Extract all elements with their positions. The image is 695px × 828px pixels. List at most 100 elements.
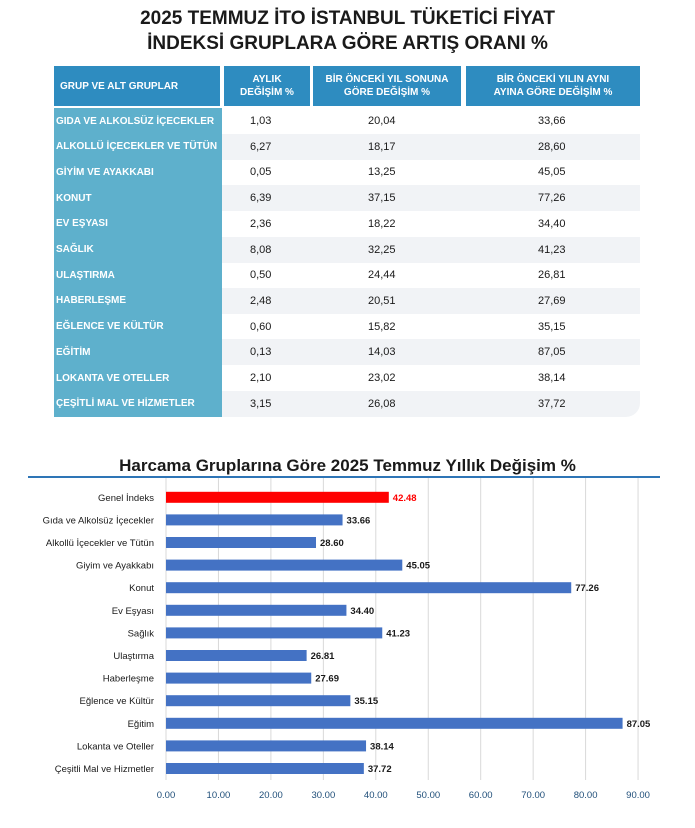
table-row: KONUT 6,39 37,15 77,26 — [54, 185, 640, 212]
table-row: ALKOLLÜ İÇECEKLER VE TÜTÜN 6,27 18,17 28,60 — [54, 133, 640, 160]
group-cell: EĞLENCE VE KÜLTÜR — [54, 313, 222, 340]
bar — [166, 627, 383, 639]
monthly-cell: 3,15 — [250, 397, 272, 410]
category-label: Alkollü İçecekler ve Tütün — [46, 538, 154, 549]
monthly-cell: 1,03 — [250, 115, 272, 127]
bar — [166, 763, 364, 774]
bar — [166, 695, 351, 707]
chart-title-underline — [28, 476, 660, 478]
category-label: Sağlık — [128, 628, 155, 639]
value-label: 27.69 — [315, 674, 339, 685]
table-row: GIDA VE ALKOLSÜZ İÇECEKLER 1,03 20,04 33,66 — [54, 108, 640, 134]
yoy-cell: 37,72 — [538, 397, 566, 410]
x-tick-label: 50.00 — [416, 790, 440, 801]
table-row: ÇEŞİTLİ MAL VE HİZMETLER 3,15 26,08 37,72 — [54, 390, 640, 417]
group-cell: GİYİM VE AYAKKABI — [54, 159, 222, 186]
category-label: Ulaştırma — [113, 651, 154, 662]
table-row: EĞLENCE VE KÜLTÜR 0,60 15,82 35,15 — [54, 313, 640, 340]
yoy-cell: 35,15 — [538, 320, 566, 333]
monthly-cell: 2,48 — [250, 294, 272, 307]
monthly-cell: 2,10 — [250, 372, 272, 384]
monthly-cell: 6,27 — [250, 140, 272, 153]
group-cell: LOKANTA VE OTELLER — [54, 365, 222, 391]
yoy-cell: 38,14 — [538, 372, 566, 384]
ytd-cell: 26,08 — [368, 397, 396, 410]
group-cell: KONUT — [54, 185, 222, 212]
ytd-cell: 18,17 — [368, 140, 396, 153]
ytd-cell: 32,25 — [368, 243, 396, 256]
category-label: Çeşitli Mal ve Hizmetler — [55, 764, 154, 775]
x-tick-label: 80.00 — [574, 790, 598, 801]
table-row: LOKANTA VE OTELLER 2,10 23,02 38,14 — [54, 365, 640, 391]
monthly-cell: 0,60 — [250, 320, 272, 333]
bar — [166, 582, 572, 594]
bar — [166, 514, 343, 526]
x-tick-label: 90.00 — [626, 790, 650, 801]
category-label: Eğlence ve Kültür — [80, 696, 154, 707]
value-label: 42.48 — [393, 493, 417, 504]
category-label: Gıda ve Alkolsüz İçecekler — [43, 515, 154, 526]
ytd-cell: 23,02 — [368, 372, 396, 384]
ytd-cell: 24,44 — [368, 269, 396, 282]
group-cell: GIDA VE ALKOLSÜZ İÇECEKLER — [54, 108, 222, 134]
yoy-cell: 87,05 — [538, 346, 566, 359]
monthly-cell: 0,13 — [250, 346, 272, 359]
header-monthly: AYLIK DEĞİŞİM % — [224, 66, 310, 106]
yoy-cell: 45,05 — [538, 166, 566, 179]
table-title-line2: İNDEKSİ GRUPLARA GÖRE ARTIŞ ORANI % — [147, 33, 548, 54]
yoy-cell: 26,81 — [538, 269, 566, 282]
yoy-cell: 77,26 — [538, 192, 566, 205]
category-label: Lokanta ve Oteller — [77, 741, 154, 752]
value-label: 34.40 — [350, 606, 374, 617]
yoy-cell: 34,40 — [538, 217, 566, 230]
monthly-cell: 8,08 — [250, 243, 272, 256]
header-yoy: BİR ÖNCEKİ YILIN AYNI AYINA GÖRE DEĞİŞİM… — [466, 66, 640, 106]
x-tick-label: 10.00 — [207, 790, 231, 801]
ytd-cell: 37,15 — [368, 192, 396, 205]
bar — [166, 717, 623, 729]
group-cell: ULAŞTIRMA — [54, 262, 222, 289]
value-label: 38.14 — [370, 741, 394, 752]
ytd-cell: 18,22 — [368, 217, 396, 230]
yoy-cell: 41,23 — [538, 243, 566, 256]
x-tick-label: 20.00 — [259, 790, 283, 801]
yoy-cell: 33,66 — [538, 115, 566, 127]
category-label: Haberleşme — [103, 674, 154, 685]
table-row: ULAŞTIRMA 0,50 24,44 26,81 — [54, 262, 640, 289]
value-label: 37.72 — [368, 764, 392, 775]
table-title-line1: 2025 TEMMUZ İTO İSTANBUL TÜKETİCİ FİYAT — [140, 8, 555, 29]
value-label: 41.23 — [386, 628, 410, 639]
ytd-cell: 14,03 — [368, 346, 396, 359]
ytd-cell: 15,82 — [368, 320, 396, 333]
table-row: EĞİTİM 0,13 14,03 87,05 — [54, 339, 640, 366]
chart-title: Harcama Gruplarına Göre 2025 Temmuz Yıll… — [119, 456, 576, 475]
bar — [166, 537, 317, 548]
group-cell: ALKOLLÜ İÇECEKLER VE TÜTÜN — [54, 133, 222, 160]
monthly-cell: 6,39 — [250, 192, 272, 205]
x-tick-label: 60.00 — [469, 790, 493, 801]
bar — [166, 672, 312, 684]
group-cell: ÇEŞİTLİ MAL VE HİZMETLER — [54, 390, 222, 417]
bar-chart: 0.00 10.00 20.00 30.00 40.00 50.00 60.00 70.00 8… — [43, 478, 651, 801]
monthly-cell: 0,50 — [250, 269, 272, 282]
bar — [166, 491, 389, 503]
category-label: Genel İndeks — [98, 493, 154, 504]
ytd-cell: 13,25 — [368, 166, 396, 179]
x-tick-label: 40.00 — [364, 790, 388, 801]
value-label: 87.05 — [627, 719, 651, 730]
bar — [166, 604, 347, 616]
monthly-cell: 0,05 — [250, 166, 272, 179]
x-tick-label: 70.00 — [521, 790, 545, 801]
category-label: Eğitim — [128, 719, 154, 730]
table-row: HABERLEŞME 2,48 20,51 27,69 — [54, 287, 640, 314]
value-label: 26.81 — [311, 651, 335, 662]
value-label: 77.26 — [575, 583, 599, 594]
x-tick-label: 30.00 — [311, 790, 335, 801]
header-group: GRUP VE ALT GRUPLAR — [54, 66, 220, 106]
header-ytd: BİR ÖNCEKİ YIL SONUNA GÖRE DEĞİŞİM % — [313, 66, 461, 106]
x-tick-label: 0.00 — [157, 790, 176, 801]
table-row: EV EŞYASI 2,36 18,22 34,40 — [54, 210, 640, 237]
value-label: 45.05 — [406, 561, 430, 572]
bar — [166, 740, 367, 752]
category-label: Konut — [129, 583, 154, 594]
